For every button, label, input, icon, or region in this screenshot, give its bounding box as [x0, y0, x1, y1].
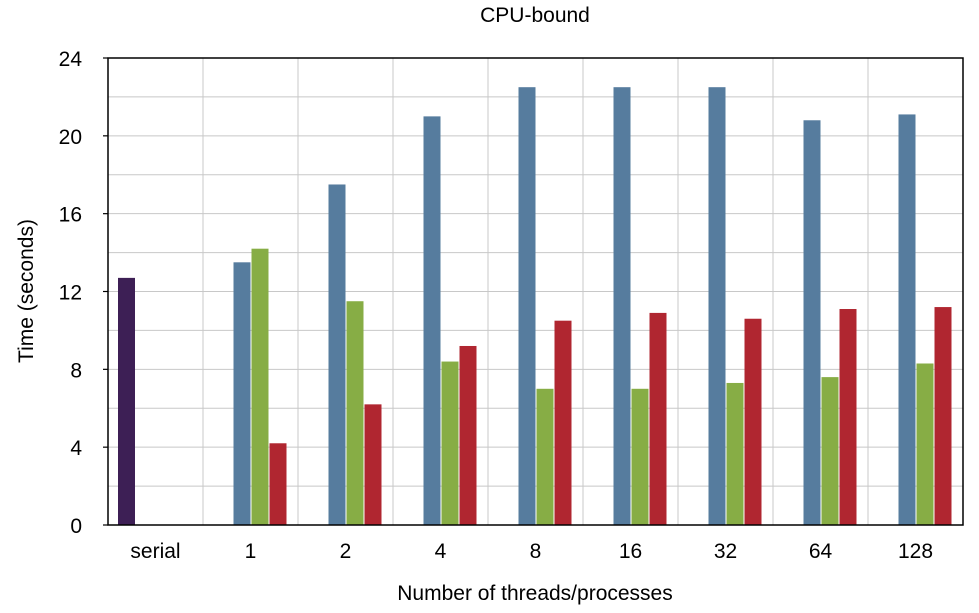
bar [518, 87, 536, 525]
bar [898, 114, 916, 525]
bar [821, 377, 839, 525]
bar [631, 388, 649, 525]
bar [934, 307, 952, 525]
bar [346, 301, 364, 525]
y-axis-label: Time (seconds) [15, 219, 38, 363]
x-tick-label: 8 [530, 540, 542, 563]
x-tick-label: 128 [898, 540, 933, 563]
bar [708, 87, 726, 525]
bars [118, 87, 952, 526]
bar [649, 312, 667, 525]
chart-title: CPU-bound [480, 4, 590, 27]
x-tick-label: serial [130, 540, 180, 563]
x-tick-label: 16 [619, 540, 642, 563]
y-axis-ticks: 0 4 8 12 16 20 24 [59, 48, 108, 538]
x-tick-label: 1 [245, 540, 257, 563]
x-tick-label: 2 [340, 540, 352, 563]
bar [423, 116, 441, 525]
bar [554, 320, 572, 525]
y-tick-label: 0 [70, 515, 82, 538]
y-tick-label: 12 [59, 282, 82, 305]
bar [536, 388, 554, 525]
y-tick-label: 20 [59, 126, 82, 149]
y-tick-label: 16 [59, 204, 82, 227]
y-tick-label: 4 [70, 437, 82, 460]
bar [459, 345, 477, 525]
x-axis-label: Number of threads/processes [397, 582, 672, 605]
bar [328, 184, 346, 525]
x-tick-label: 4 [435, 540, 447, 563]
bar [803, 120, 821, 526]
x-tick-label: 32 [714, 540, 737, 563]
bar [441, 361, 459, 525]
bar [269, 443, 287, 525]
bar [233, 262, 251, 525]
y-tick-label: 24 [59, 48, 83, 71]
bar [916, 363, 934, 525]
bar [726, 382, 744, 525]
bar [118, 277, 135, 525]
x-tick-label: 64 [809, 540, 833, 563]
bar [839, 309, 857, 525]
bar [613, 87, 631, 525]
bar [364, 404, 382, 525]
bar [744, 318, 762, 525]
y-tick-label: 8 [70, 359, 82, 382]
bar [251, 248, 269, 526]
x-axis-ticks: serial 1 2 4 8 16 32 64 128 [130, 540, 933, 563]
